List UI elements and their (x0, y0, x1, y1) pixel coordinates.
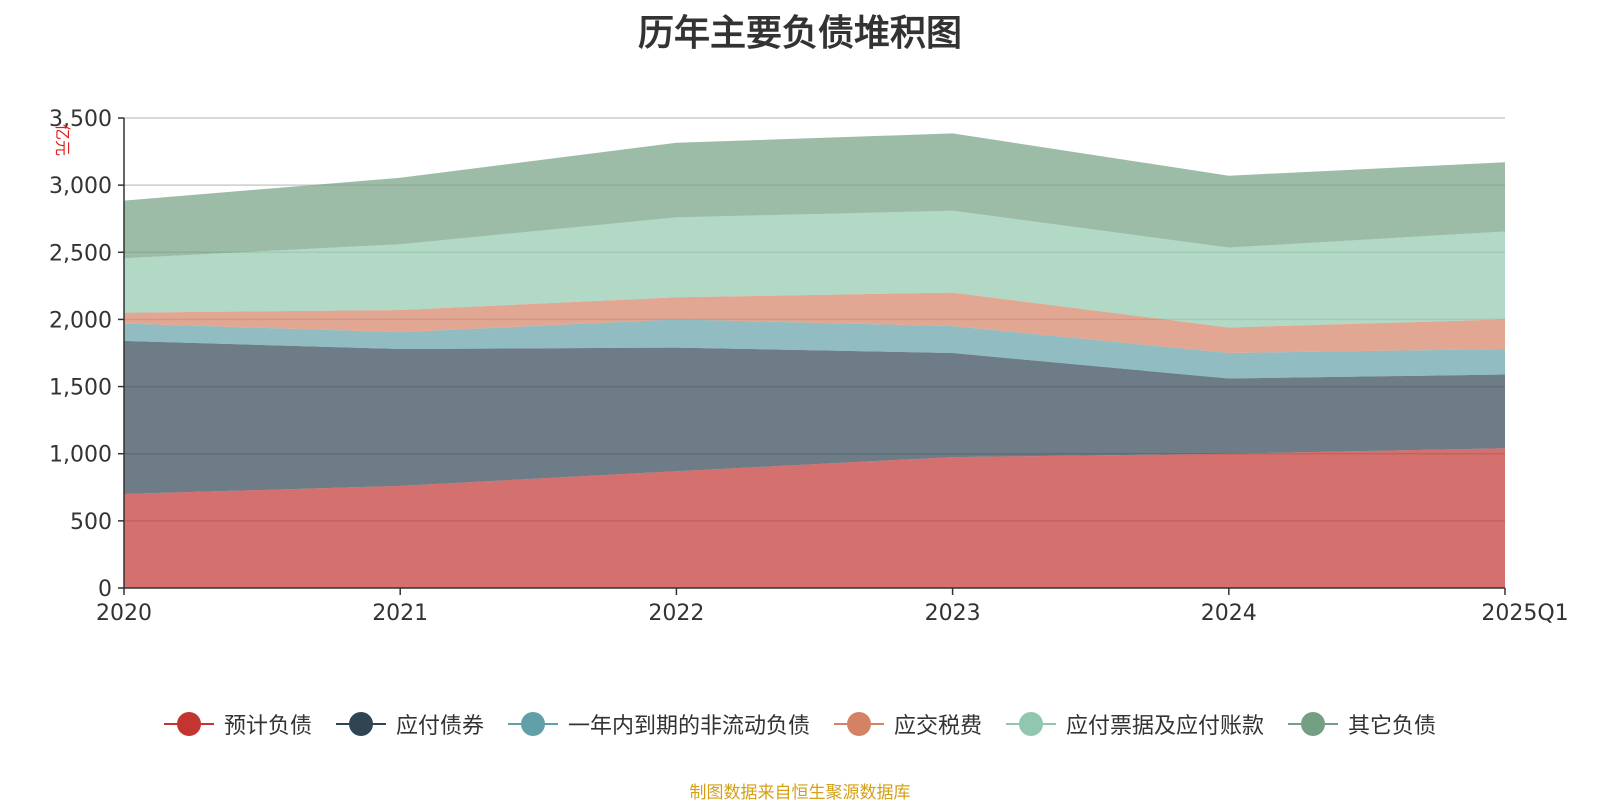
x-tick-label: 2023 (925, 601, 981, 626)
area-series-预计负债[interactable] (124, 448, 1505, 588)
area-series-其它负债[interactable] (124, 133, 1505, 259)
legend-marker-icon (834, 710, 884, 738)
legend-item[interactable]: 其它负债 (1288, 708, 1436, 740)
area-series-layer (124, 133, 1505, 588)
y-tick-label: 0 (98, 577, 112, 602)
legend-label: 应付债券 (395, 714, 484, 739)
legend-item[interactable]: 预计负债 (163, 708, 312, 740)
y-tick-label: 3,500 (49, 107, 112, 132)
y-tick-label: 1,000 (49, 443, 112, 468)
chart-title: 历年主要负债堆积图 (637, 13, 962, 54)
x-tick-label: 2022 (648, 601, 704, 626)
y-tick-label: 2,500 (49, 241, 112, 266)
legend-dot-icon (520, 712, 545, 736)
y-tick-label: 2,000 (49, 308, 112, 333)
area-series-应交税费[interactable] (124, 292, 1505, 353)
legend-marker-icon (1288, 710, 1339, 738)
legend-item[interactable]: 应付票据及应付账款 (1006, 708, 1264, 740)
legend-dot-icon (348, 712, 373, 736)
area-series-一年内到期的非流动负债[interactable] (124, 319, 1505, 379)
x-tick-label: 2021 (372, 601, 428, 626)
legend-dot-icon (1301, 712, 1326, 736)
legend-label: 其它负债 (1348, 714, 1437, 739)
legend-label: 应交税费 (894, 714, 983, 739)
legend-marker-icon (1006, 710, 1057, 738)
x-tick-label: 2025Q1 (1481, 601, 1568, 626)
legend-marker-icon (507, 710, 558, 738)
legend-label: 预计负债 (223, 714, 312, 739)
legend-marker-icon (335, 710, 386, 738)
x-tick-label: 2020 (96, 601, 152, 626)
legend: 预计负债 应付债券 一年内到期的非流动负债 应交税费 应付票据及应付账款 其它负债 (0, 708, 1600, 740)
area-series-应付债券[interactable] (124, 340, 1505, 494)
legend-label: 应付票据及应付账款 (1066, 714, 1265, 739)
y-tick-label: 500 (70, 510, 112, 535)
legend-label: 一年内到期的非流动负债 (567, 714, 810, 739)
x-tick-label: 2024 (1201, 601, 1257, 626)
source-note: 制图数据来自恒生聚源数据库 (689, 783, 911, 803)
legend-marker-icon (163, 710, 214, 738)
legend-item[interactable]: 一年内到期的非流动负债 (507, 708, 810, 740)
legend-dot-icon (1019, 712, 1044, 736)
y-tick-label: 3,000 (49, 174, 112, 199)
area-series-应付票据及应付账款[interactable] (124, 210, 1505, 328)
axes: 0 500 1,000 1,500 2,000 2,500 3,000 3,500 2020 20… (49, 107, 1569, 626)
y-tick-label: 1,500 (49, 376, 112, 401)
legend-item[interactable]: 应付债券 (335, 708, 484, 740)
legend-dot-icon (847, 712, 871, 736)
legend-dot-icon (176, 712, 201, 736)
stacked-area-chart: 0 500 1,000 1,500 2,000 2,500 3,000 3,500 2020 20… (49, 107, 1569, 626)
legend-item[interactable]: 应交税费 (834, 708, 982, 740)
y-axis-unit-label: 亿元 (53, 124, 72, 156)
